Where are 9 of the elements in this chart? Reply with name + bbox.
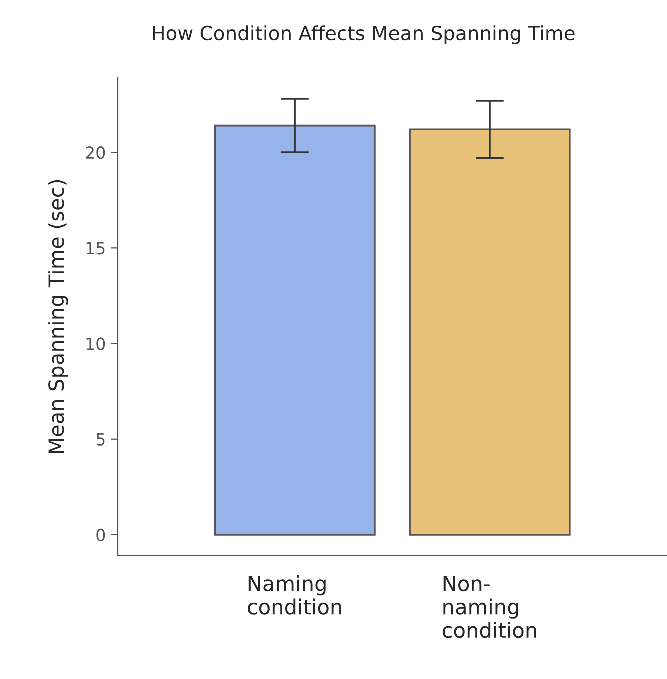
y-tick-label: 10 [86, 338, 106, 350]
y-tick-label: 20 [86, 146, 106, 160]
y-axis-title: Mean Spanning Time (sec) [48, 180, 68, 454]
x-tick-label: Naming condition [248, 575, 342, 615]
y-tick-label: 15 [86, 242, 105, 255]
y-tick-label: 5 [96, 434, 105, 446]
y-tick-label: 0 [96, 528, 106, 542]
chart-title: How Condition Affects Mean Spanning Time [153, 26, 575, 44]
x-tick-label: Non- naming condition [442, 576, 536, 638]
